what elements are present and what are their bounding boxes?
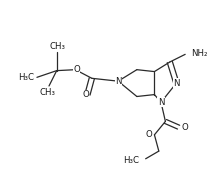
Text: CH₃: CH₃: [50, 41, 66, 51]
Text: N: N: [158, 98, 164, 107]
Text: H₃C: H₃C: [123, 156, 139, 165]
Text: NH₂: NH₂: [191, 49, 207, 58]
Text: N: N: [115, 77, 121, 86]
Text: CH₃: CH₃: [40, 88, 56, 97]
Text: N: N: [173, 79, 180, 88]
Text: O: O: [181, 123, 188, 132]
Text: O: O: [73, 65, 80, 74]
Text: H₃C: H₃C: [18, 73, 34, 82]
Text: O: O: [145, 130, 152, 139]
Text: O: O: [82, 90, 89, 99]
